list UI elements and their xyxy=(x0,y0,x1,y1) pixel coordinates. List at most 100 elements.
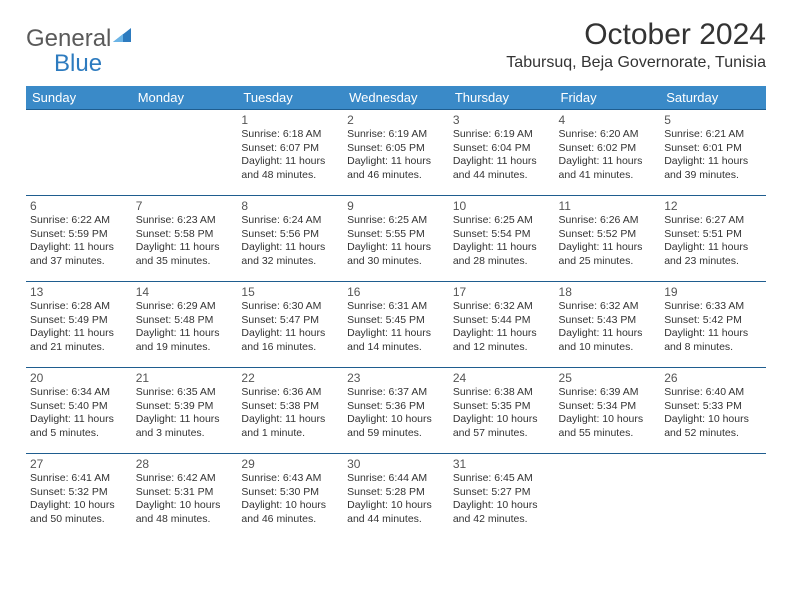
calendar-cell: 5Sunrise: 6:21 AMSunset: 6:01 PMDaylight… xyxy=(660,110,766,196)
calendar-cell: 4Sunrise: 6:20 AMSunset: 6:02 PMDaylight… xyxy=(555,110,661,196)
day-number: 31 xyxy=(453,457,551,471)
day-number: 9 xyxy=(347,199,445,213)
brand-mark-icon xyxy=(113,24,135,53)
calendar-cell xyxy=(660,454,766,540)
day-number: 29 xyxy=(241,457,339,471)
day-number: 23 xyxy=(347,371,445,385)
calendar-cell: 28Sunrise: 6:42 AMSunset: 5:31 PMDayligh… xyxy=(132,454,238,540)
day-number: 14 xyxy=(136,285,234,299)
day-details: Sunrise: 6:37 AMSunset: 5:36 PMDaylight:… xyxy=(347,386,445,441)
calendar-cell: 22Sunrise: 6:36 AMSunset: 5:38 PMDayligh… xyxy=(237,368,343,454)
day-number: 3 xyxy=(453,113,551,127)
weekday-header: Thursday xyxy=(449,86,555,110)
weekday-header-row: Sunday Monday Tuesday Wednesday Thursday… xyxy=(26,86,766,110)
calendar-row: 20Sunrise: 6:34 AMSunset: 5:40 PMDayligh… xyxy=(26,368,766,454)
day-number: 16 xyxy=(347,285,445,299)
day-details: Sunrise: 6:20 AMSunset: 6:02 PMDaylight:… xyxy=(559,128,657,183)
day-number: 28 xyxy=(136,457,234,471)
calendar-table: Sunday Monday Tuesday Wednesday Thursday… xyxy=(26,86,766,540)
day-number: 11 xyxy=(559,199,657,213)
day-details: Sunrise: 6:28 AMSunset: 5:49 PMDaylight:… xyxy=(30,300,128,355)
calendar-row: 1Sunrise: 6:18 AMSunset: 6:07 PMDaylight… xyxy=(26,110,766,196)
weekday-header: Tuesday xyxy=(237,86,343,110)
calendar-row: 27Sunrise: 6:41 AMSunset: 5:32 PMDayligh… xyxy=(26,454,766,540)
calendar-cell: 14Sunrise: 6:29 AMSunset: 5:48 PMDayligh… xyxy=(132,282,238,368)
calendar-cell: 9Sunrise: 6:25 AMSunset: 5:55 PMDaylight… xyxy=(343,196,449,282)
day-number: 25 xyxy=(559,371,657,385)
day-number: 19 xyxy=(664,285,762,299)
month-title: October 2024 xyxy=(506,18,766,52)
day-number: 1 xyxy=(241,113,339,127)
day-details: Sunrise: 6:42 AMSunset: 5:31 PMDaylight:… xyxy=(136,472,234,527)
calendar-cell: 29Sunrise: 6:43 AMSunset: 5:30 PMDayligh… xyxy=(237,454,343,540)
day-number: 17 xyxy=(453,285,551,299)
location-text: Tabursuq, Beja Governorate, Tunisia xyxy=(506,54,766,72)
day-details: Sunrise: 6:35 AMSunset: 5:39 PMDaylight:… xyxy=(136,386,234,441)
day-number: 20 xyxy=(30,371,128,385)
brand-logo: General xyxy=(26,24,135,53)
calendar-cell: 16Sunrise: 6:31 AMSunset: 5:45 PMDayligh… xyxy=(343,282,449,368)
day-number: 13 xyxy=(30,285,128,299)
calendar-cell xyxy=(132,110,238,196)
calendar-cell: 10Sunrise: 6:25 AMSunset: 5:54 PMDayligh… xyxy=(449,196,555,282)
calendar-cell: 18Sunrise: 6:32 AMSunset: 5:43 PMDayligh… xyxy=(555,282,661,368)
calendar-cell: 2Sunrise: 6:19 AMSunset: 6:05 PMDaylight… xyxy=(343,110,449,196)
day-details: Sunrise: 6:39 AMSunset: 5:34 PMDaylight:… xyxy=(559,386,657,441)
day-number: 18 xyxy=(559,285,657,299)
day-details: Sunrise: 6:21 AMSunset: 6:01 PMDaylight:… xyxy=(664,128,762,183)
day-details: Sunrise: 6:32 AMSunset: 5:44 PMDaylight:… xyxy=(453,300,551,355)
brand-word-2: Blue xyxy=(54,50,102,78)
day-number: 21 xyxy=(136,371,234,385)
day-details: Sunrise: 6:26 AMSunset: 5:52 PMDaylight:… xyxy=(559,214,657,269)
calendar-cell: 11Sunrise: 6:26 AMSunset: 5:52 PMDayligh… xyxy=(555,196,661,282)
calendar-cell: 26Sunrise: 6:40 AMSunset: 5:33 PMDayligh… xyxy=(660,368,766,454)
day-details: Sunrise: 6:22 AMSunset: 5:59 PMDaylight:… xyxy=(30,214,128,269)
calendar-row: 13Sunrise: 6:28 AMSunset: 5:49 PMDayligh… xyxy=(26,282,766,368)
brand-word-1: General xyxy=(26,25,111,53)
day-details: Sunrise: 6:41 AMSunset: 5:32 PMDaylight:… xyxy=(30,472,128,527)
day-details: Sunrise: 6:33 AMSunset: 5:42 PMDaylight:… xyxy=(664,300,762,355)
calendar-cell: 7Sunrise: 6:23 AMSunset: 5:58 PMDaylight… xyxy=(132,196,238,282)
weekday-header: Wednesday xyxy=(343,86,449,110)
day-details: Sunrise: 6:31 AMSunset: 5:45 PMDaylight:… xyxy=(347,300,445,355)
day-details: Sunrise: 6:29 AMSunset: 5:48 PMDaylight:… xyxy=(136,300,234,355)
day-number: 4 xyxy=(559,113,657,127)
day-number: 30 xyxy=(347,457,445,471)
day-details: Sunrise: 6:18 AMSunset: 6:07 PMDaylight:… xyxy=(241,128,339,183)
day-details: Sunrise: 6:32 AMSunset: 5:43 PMDaylight:… xyxy=(559,300,657,355)
calendar-cell: 31Sunrise: 6:45 AMSunset: 5:27 PMDayligh… xyxy=(449,454,555,540)
calendar-cell: 1Sunrise: 6:18 AMSunset: 6:07 PMDaylight… xyxy=(237,110,343,196)
day-details: Sunrise: 6:19 AMSunset: 6:04 PMDaylight:… xyxy=(453,128,551,183)
day-details: Sunrise: 6:24 AMSunset: 5:56 PMDaylight:… xyxy=(241,214,339,269)
calendar-cell: 24Sunrise: 6:38 AMSunset: 5:35 PMDayligh… xyxy=(449,368,555,454)
day-details: Sunrise: 6:36 AMSunset: 5:38 PMDaylight:… xyxy=(241,386,339,441)
day-details: Sunrise: 6:40 AMSunset: 5:33 PMDaylight:… xyxy=(664,386,762,441)
calendar-cell: 6Sunrise: 6:22 AMSunset: 5:59 PMDaylight… xyxy=(26,196,132,282)
weekday-header: Monday xyxy=(132,86,238,110)
calendar-cell: 8Sunrise: 6:24 AMSunset: 5:56 PMDaylight… xyxy=(237,196,343,282)
day-number: 26 xyxy=(664,371,762,385)
calendar-cell: 13Sunrise: 6:28 AMSunset: 5:49 PMDayligh… xyxy=(26,282,132,368)
calendar-cell xyxy=(26,110,132,196)
calendar-cell: 19Sunrise: 6:33 AMSunset: 5:42 PMDayligh… xyxy=(660,282,766,368)
day-details: Sunrise: 6:23 AMSunset: 5:58 PMDaylight:… xyxy=(136,214,234,269)
calendar-body: 1Sunrise: 6:18 AMSunset: 6:07 PMDaylight… xyxy=(26,110,766,540)
calendar-cell: 15Sunrise: 6:30 AMSunset: 5:47 PMDayligh… xyxy=(237,282,343,368)
day-details: Sunrise: 6:27 AMSunset: 5:51 PMDaylight:… xyxy=(664,214,762,269)
day-number: 8 xyxy=(241,199,339,213)
calendar-cell: 12Sunrise: 6:27 AMSunset: 5:51 PMDayligh… xyxy=(660,196,766,282)
day-number: 2 xyxy=(347,113,445,127)
calendar-cell: 20Sunrise: 6:34 AMSunset: 5:40 PMDayligh… xyxy=(26,368,132,454)
calendar-cell: 3Sunrise: 6:19 AMSunset: 6:04 PMDaylight… xyxy=(449,110,555,196)
calendar-cell: 25Sunrise: 6:39 AMSunset: 5:34 PMDayligh… xyxy=(555,368,661,454)
weekday-header: Friday xyxy=(555,86,661,110)
calendar-cell: 27Sunrise: 6:41 AMSunset: 5:32 PMDayligh… xyxy=(26,454,132,540)
day-number: 6 xyxy=(30,199,128,213)
calendar-cell: 21Sunrise: 6:35 AMSunset: 5:39 PMDayligh… xyxy=(132,368,238,454)
day-details: Sunrise: 6:34 AMSunset: 5:40 PMDaylight:… xyxy=(30,386,128,441)
day-number: 5 xyxy=(664,113,762,127)
calendar-row: 6Sunrise: 6:22 AMSunset: 5:59 PMDaylight… xyxy=(26,196,766,282)
calendar-cell: 23Sunrise: 6:37 AMSunset: 5:36 PMDayligh… xyxy=(343,368,449,454)
weekday-header: Saturday xyxy=(660,86,766,110)
day-number: 10 xyxy=(453,199,551,213)
